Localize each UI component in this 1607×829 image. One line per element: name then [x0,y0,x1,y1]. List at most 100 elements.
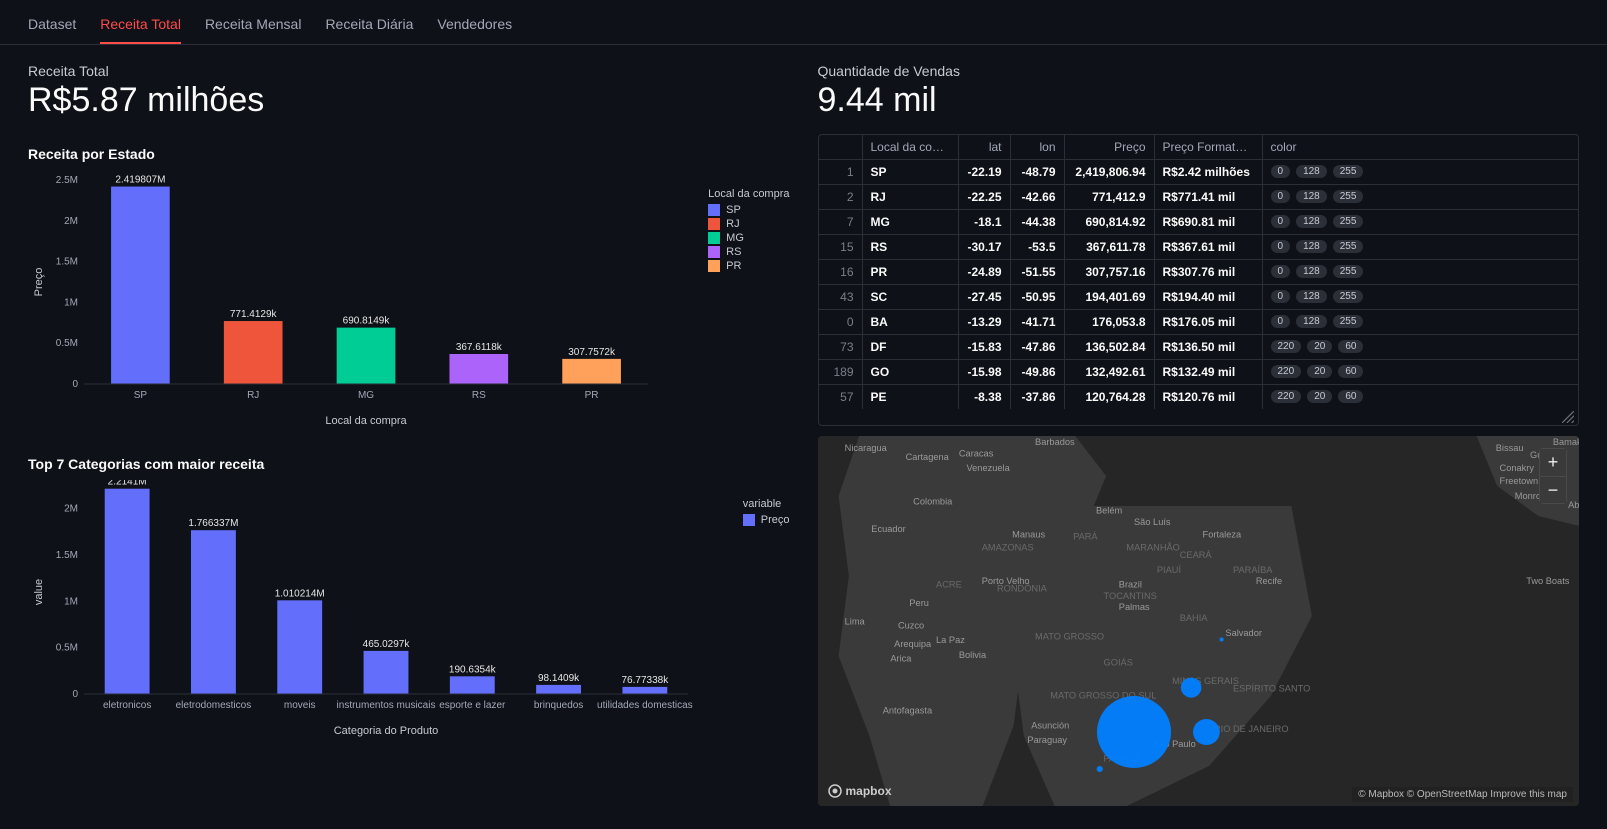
svg-text:Abidjan: Abidjan [1568,500,1579,510]
svg-text:Two Boats: Two Boats [1526,576,1570,586]
svg-text:PARAÍBA: PARAÍBA [1233,565,1273,575]
svg-text:Arica: Arica [890,654,912,664]
svg-text:690.8149k: 690.8149k [343,316,391,327]
svg-text:98.1409k: 98.1409k [538,673,580,684]
table-row[interactable]: 1 SP -22.19 -48.79 2,419,806.94 R$2.42 m… [819,160,1579,185]
svg-text:2.419807M: 2.419807M [115,175,165,186]
mapbox-logo: mapbox [828,784,892,798]
svg-text:MATO GROSSO: MATO GROSSO [1035,632,1104,642]
data-table[interactable]: Local da compra lat lon Preço Preço Form… [818,134,1580,426]
svg-text:Fortaleza: Fortaleza [1202,530,1242,540]
svg-text:RJ: RJ [247,390,259,401]
svg-text:Asunción: Asunción [1031,720,1069,730]
svg-text:RS: RS [472,390,486,401]
svg-text:190.6354k: 190.6354k [449,664,497,675]
legend-estado: Local da compra SPRJMGRSPR [708,188,789,274]
svg-text:Brazil: Brazil [1118,580,1141,590]
tab-receita-mensal[interactable]: Receita Mensal [205,8,302,44]
table-row[interactable]: 43 SC -27.45 -50.95 194,401.69 R$194.40 … [819,285,1579,310]
svg-text:2M: 2M [64,216,78,227]
chart-categoria[interactable]: 00.5M1M1.5M2M2.2141Meletronicos1.766337M… [28,480,790,740]
legend-item[interactable]: RJ [708,218,789,230]
svg-text:Arequipa: Arequipa [894,639,932,649]
table-row[interactable]: 15 RS -30.17 -53.5 367,611.78 R$367.61 m… [819,235,1579,260]
map[interactable]: NicaraguaCartagenaCaracasBarbadosVenezue… [818,436,1580,806]
svg-text:Peru: Peru [909,598,929,608]
svg-text:2M: 2M [64,504,78,515]
svg-text:Bissau: Bissau [1495,443,1523,453]
table-header: Local da compra lat lon Preço Preço Form… [819,135,1579,160]
svg-text:Local da compra: Local da compra [325,415,407,427]
svg-text:Salvador: Salvador [1225,628,1262,638]
legend-item[interactable]: PR [708,260,789,272]
svg-text:0: 0 [72,689,78,700]
svg-text:0: 0 [72,379,78,390]
svg-text:1.010214M: 1.010214M [275,588,325,599]
tabs-bar: Dataset Receita Total Receita Mensal Receit… [0,0,1607,45]
table-row[interactable]: 57 PE -8.38 -37.86 120,764.28 R$120.76 m… [819,385,1579,409]
svg-text:Cuzco: Cuzco [897,621,923,631]
metric-value: R$5.87 milhões [28,81,790,120]
svg-text:TOCANTINS: TOCANTINS [1103,591,1156,601]
svg-text:value: value [33,579,45,605]
svg-text:ESPÍRITO SANTO: ESPÍRITO SANTO [1233,683,1310,693]
svg-text:São Luís: São Luís [1134,517,1171,527]
svg-text:Categoria do Produto: Categoria do Produto [334,725,439,737]
svg-text:esporte e lazer: esporte e lazer [439,700,506,711]
svg-text:ACRE: ACRE [936,580,962,590]
chart-title-categoria: Top 7 Categorias com maior receita [28,456,790,472]
svg-text:Freetown: Freetown [1499,476,1538,486]
map-zoom-controls: + − [1539,448,1567,504]
metric-value: 9.44 mil [818,81,1580,120]
legend-item[interactable]: MG [708,232,789,244]
table-row[interactable]: 189 GO -15.98 -49.86 132,492.61 R$132.49… [819,360,1579,385]
tab-receita-diária[interactable]: Receita Diária [325,8,413,44]
svg-text:eletronicos: eletronicos [103,700,151,711]
svg-text:1M: 1M [64,297,78,308]
table-row[interactable]: 2 RJ -22.25 -42.66 771,412.9 R$771.41 mi… [819,185,1579,210]
map-attribution[interactable]: © Mapbox © OpenStreetMap Improve this ma… [1352,787,1573,802]
table-row[interactable]: 0 BA -13.29 -41.71 176,053.8 R$176.05 mi… [819,310,1579,335]
svg-text:Preço: Preço [33,268,45,297]
svg-text:AMAZONAS: AMAZONAS [981,543,1033,553]
svg-text:SP: SP [134,390,148,401]
metric-receita-total: Receita Total R$5.87 milhões [28,63,790,120]
svg-text:Venezuela: Venezuela [966,463,1010,473]
legend-item[interactable]: SP [708,204,789,216]
svg-text:Belém: Belém [1095,506,1121,516]
svg-text:Manaus: Manaus [1012,530,1045,540]
svg-text:Ecuador: Ecuador [871,524,905,534]
svg-text:Paraguay: Paraguay [1027,735,1067,745]
table-row[interactable]: 73 DF -15.83 -47.86 136,502.84 R$136.50 … [819,335,1579,360]
svg-text:76.77338k: 76.77338k [621,675,669,686]
svg-text:GOIÁS: GOIÁS [1103,658,1132,668]
svg-text:Caracas: Caracas [958,448,993,458]
svg-text:Palmas: Palmas [1118,602,1149,612]
svg-text:Antofagasta: Antofagasta [882,706,932,716]
svg-text:eletrodomesticos: eletrodomesticos [176,700,252,711]
svg-text:Colombia: Colombia [913,497,953,507]
svg-text:771.4129k: 771.4129k [230,309,278,320]
svg-text:Recife: Recife [1255,576,1281,586]
svg-text:2.2141M: 2.2141M [108,480,147,488]
tab-dataset[interactable]: Dataset [28,8,76,44]
table-row[interactable]: 16 PR -24.89 -51.55 307,757.16 R$307.76 … [819,260,1579,285]
svg-text:brinquedos: brinquedos [534,700,583,711]
tab-receita-total[interactable]: Receita Total [100,8,181,44]
metric-label: Receita Total [28,63,790,79]
svg-text:465.0297k: 465.0297k [363,639,411,650]
chart-estado[interactable]: 00.5M1M1.5M2M2.5M2.419807MSP771.4129kRJ6… [28,170,790,430]
svg-text:1.5M: 1.5M [56,257,78,268]
table-row[interactable]: 7 MG -18.1 -44.38 690,814.92 R$690.81 mi… [819,210,1579,235]
svg-text:367.6118k: 367.6118k [456,342,503,353]
tab-vendedores[interactable]: Vendedores [437,8,512,44]
legend-item[interactable]: RS [708,246,789,258]
chart-title-estado: Receita por Estado [28,146,790,162]
svg-text:PARÁ: PARÁ [1073,532,1098,542]
table-resize-handle[interactable] [819,409,1579,425]
zoom-out-button[interactable]: − [1539,476,1567,504]
svg-text:RIO DE JANEIRO: RIO DE JANEIRO [1213,724,1288,734]
zoom-in-button[interactable]: + [1539,448,1567,476]
svg-text:Bamako: Bamako [1552,437,1579,447]
svg-text:La Paz: La Paz [936,635,965,645]
